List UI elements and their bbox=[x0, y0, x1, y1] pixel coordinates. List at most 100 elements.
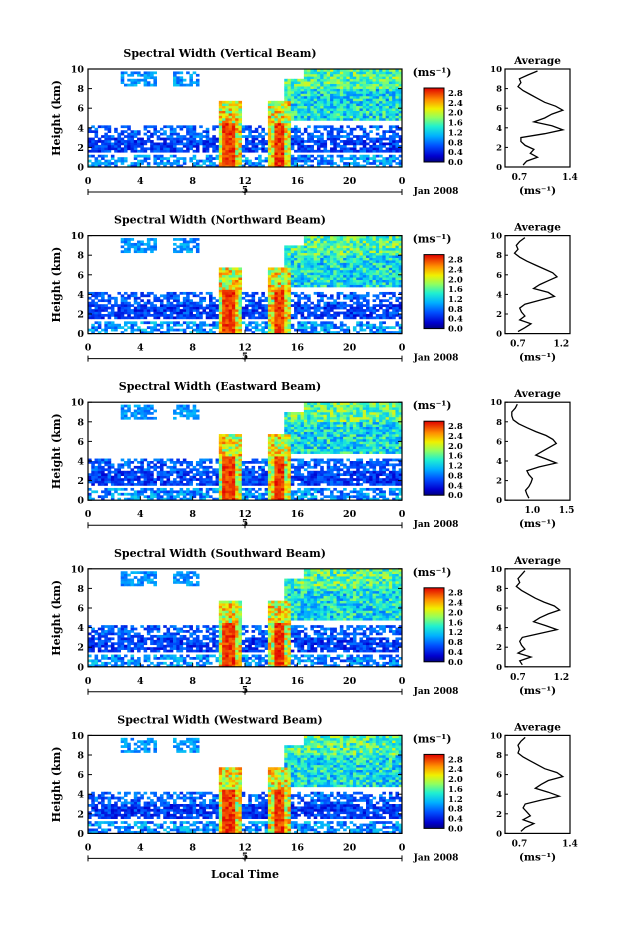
heatmap-cell bbox=[346, 265, 350, 268]
heatmap-cell bbox=[310, 69, 314, 72]
heatmap-cell bbox=[120, 296, 125, 300]
heatmap-cell bbox=[179, 76, 184, 80]
heatmap-cell bbox=[173, 299, 177, 303]
heatmap-cell bbox=[117, 135, 122, 138]
heatmap-cell bbox=[330, 321, 334, 325]
heatmap-cell bbox=[349, 137, 354, 141]
heatmap-cell bbox=[150, 304, 154, 307]
heatmap-cell bbox=[369, 118, 373, 121]
heatmap-cell bbox=[300, 279, 305, 283]
heatmap-cell bbox=[225, 314, 229, 317]
heatmap-cell bbox=[271, 152, 275, 156]
heatmap-cell bbox=[267, 140, 272, 143]
heatmap-cell bbox=[356, 255, 360, 258]
heatmap-cell bbox=[359, 262, 364, 266]
heatmap-cell bbox=[156, 465, 161, 469]
heatmap-cell bbox=[349, 147, 354, 151]
heatmap-cell bbox=[228, 140, 233, 143]
heatmap-cell bbox=[379, 76, 383, 80]
heatmap-cell bbox=[300, 311, 305, 315]
heatmap-cell bbox=[379, 316, 383, 320]
heatmap-cell bbox=[369, 103, 373, 107]
heatmap-cell bbox=[209, 475, 213, 479]
average-y-tick-label: 0 bbox=[496, 163, 502, 173]
heatmap-cell bbox=[91, 162, 95, 165]
heatmap-cell bbox=[336, 252, 341, 256]
heatmap-cell bbox=[336, 78, 341, 82]
heatmap-cell bbox=[235, 495, 239, 499]
heatmap-cell bbox=[205, 149, 210, 153]
heatmap-cell bbox=[123, 142, 128, 146]
heatmap-cell bbox=[202, 331, 207, 334]
heatmap-cell bbox=[231, 446, 236, 450]
heatmap-cell bbox=[284, 140, 288, 143]
heatmap-cell bbox=[395, 238, 400, 241]
heatmap-cell bbox=[88, 304, 92, 307]
heatmap-cell bbox=[307, 238, 311, 241]
heatmap-cell bbox=[320, 162, 324, 165]
heatmap-cell bbox=[209, 301, 213, 305]
heatmap-cell bbox=[352, 71, 357, 75]
heatmap-cell bbox=[343, 135, 347, 138]
heatmap-cell bbox=[323, 277, 328, 280]
heatmap-cell bbox=[388, 115, 393, 119]
heatmap-cell bbox=[385, 304, 390, 307]
heatmap-cell bbox=[379, 103, 383, 107]
heatmap-cell bbox=[120, 162, 125, 165]
heatmap-cell bbox=[336, 142, 341, 146]
heatmap-cell bbox=[310, 100, 314, 104]
heatmap-cell bbox=[199, 299, 203, 303]
heatmap-cell bbox=[307, 115, 311, 119]
heatmap-cell bbox=[228, 434, 233, 437]
heatmap-cell bbox=[137, 306, 141, 310]
heatmap-cell bbox=[369, 262, 373, 266]
heatmap-cell bbox=[372, 110, 377, 114]
heatmap-cell bbox=[316, 331, 321, 334]
heatmap-cell bbox=[153, 127, 157, 131]
heatmap-cell bbox=[320, 125, 324, 129]
heatmap-cell bbox=[222, 122, 226, 126]
heatmap-cell bbox=[284, 93, 288, 97]
heatmap-cell bbox=[346, 262, 350, 266]
heatmap-cell bbox=[330, 105, 334, 109]
heatmap-cell bbox=[114, 314, 118, 317]
heatmap-cell bbox=[97, 478, 102, 481]
x-tick-label: 20 bbox=[343, 343, 357, 354]
heatmap-cell bbox=[385, 257, 390, 261]
heatmap-cell bbox=[225, 326, 229, 329]
heatmap-cell bbox=[398, 71, 403, 75]
heatmap-cell bbox=[205, 487, 210, 491]
heatmap-cell bbox=[274, 122, 279, 126]
heatmap-cell bbox=[366, 257, 370, 261]
heatmap-cell bbox=[346, 142, 350, 146]
heatmap-cell bbox=[189, 299, 193, 303]
heatmap-cell bbox=[313, 100, 318, 104]
heatmap-cell bbox=[146, 311, 151, 315]
heatmap-cell bbox=[333, 269, 337, 273]
heatmap-cell bbox=[189, 483, 193, 486]
heatmap-cell bbox=[238, 122, 243, 126]
average-y-tick-label: 10 bbox=[490, 65, 502, 75]
heatmap-cell bbox=[215, 157, 220, 160]
heatmap-cell bbox=[123, 328, 128, 332]
heatmap-cell bbox=[271, 287, 275, 290]
heatmap-cell bbox=[362, 279, 367, 283]
heatmap-cell bbox=[359, 164, 364, 168]
heatmap-cell bbox=[146, 321, 151, 325]
heatmap-cell bbox=[333, 103, 337, 107]
heatmap-cell bbox=[140, 314, 144, 317]
heatmap-cell bbox=[97, 473, 102, 476]
heatmap-cell bbox=[336, 144, 341, 148]
heatmap-cell bbox=[369, 326, 373, 329]
heatmap-cell bbox=[300, 144, 305, 148]
heatmap-cell bbox=[330, 147, 334, 151]
heatmap-cell bbox=[352, 95, 357, 99]
heatmap-cell bbox=[192, 144, 197, 148]
heatmap-cell bbox=[362, 260, 367, 263]
heatmap-cell bbox=[107, 314, 112, 317]
heatmap-cell bbox=[114, 483, 118, 486]
heatmap-cell bbox=[313, 115, 318, 119]
heatmap-cell bbox=[267, 120, 272, 124]
heatmap-cell bbox=[366, 252, 370, 256]
heatmap-cell bbox=[359, 301, 364, 305]
